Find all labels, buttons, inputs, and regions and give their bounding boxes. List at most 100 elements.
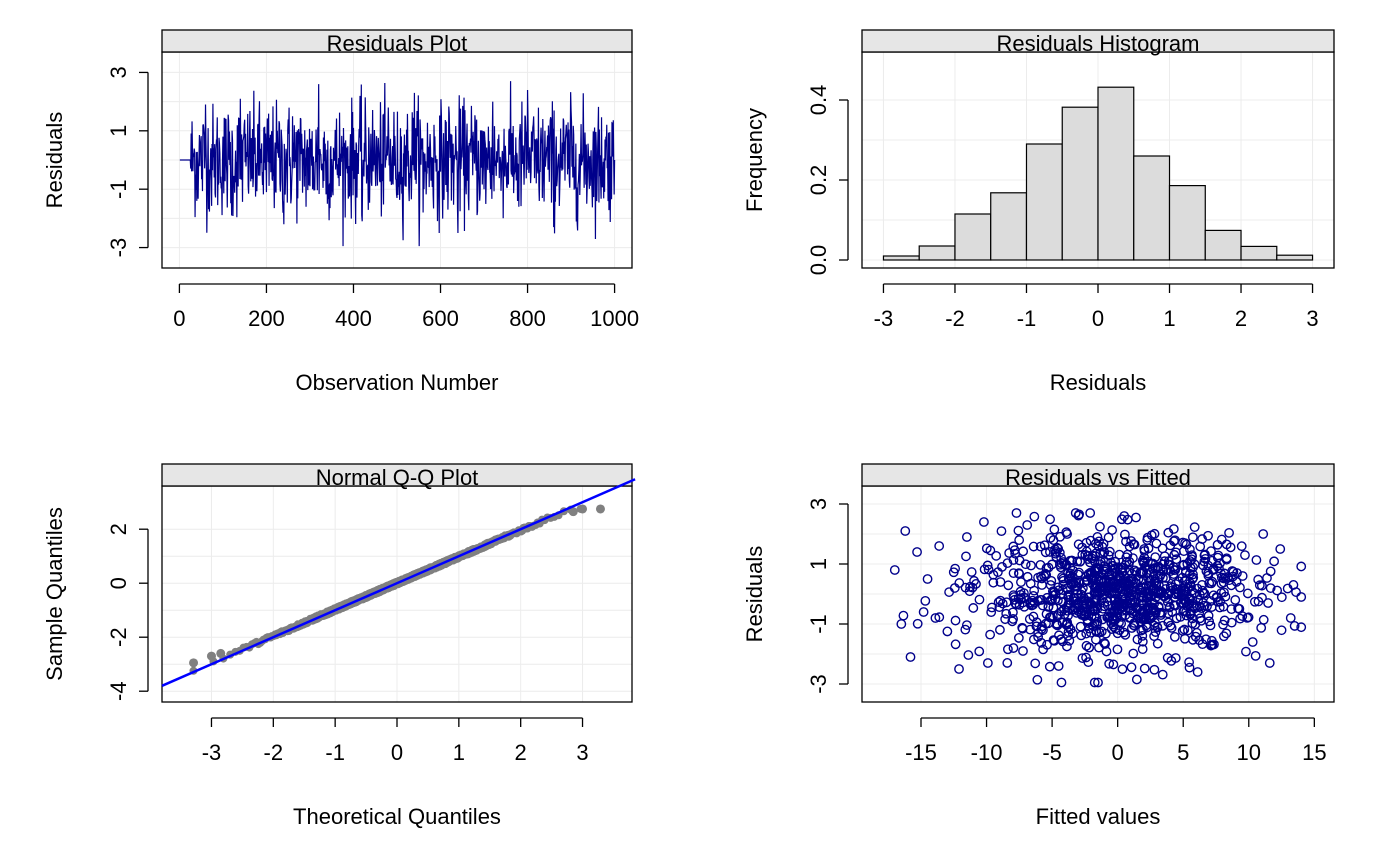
fitted-point xyxy=(994,602,1005,613)
fitted-point xyxy=(1189,588,1200,599)
histogram-bar xyxy=(990,192,1028,261)
fitted-point xyxy=(1035,559,1046,570)
fitted-point xyxy=(1039,540,1050,551)
normal-qq-panel: Normal Q-Q Plot -3 -2 -1 0 1 2 3 Theoretical Qua… xyxy=(42,463,636,829)
fitted-point xyxy=(1018,646,1028,656)
y-tick-label: -2 xyxy=(106,627,131,647)
fitted-point xyxy=(1226,617,1237,628)
y-tick-label: -3 xyxy=(106,238,131,258)
fitted-point xyxy=(954,578,965,588)
fitted-point xyxy=(995,595,1006,606)
fitted-point xyxy=(1163,608,1174,619)
fitted-point xyxy=(889,565,900,575)
fitted-point xyxy=(1173,589,1184,600)
y-axis-title: Residuals xyxy=(742,546,767,643)
fitted-point xyxy=(1276,592,1287,603)
fitted-point xyxy=(1158,559,1168,570)
y-tick-label: 0.2 xyxy=(806,165,831,196)
fitted-point xyxy=(1000,614,1011,625)
fitted-point xyxy=(1076,630,1087,641)
fitted-point xyxy=(1032,674,1043,685)
fitted-point xyxy=(905,652,916,662)
fitted-point xyxy=(1011,508,1022,518)
fitted-point xyxy=(1163,587,1174,598)
fitted-point xyxy=(1192,667,1203,677)
fitted-point xyxy=(1169,631,1180,642)
panel-title: Residuals Plot xyxy=(327,31,468,56)
residuals-series-line xyxy=(179,81,616,247)
fitted-point xyxy=(1008,590,1019,601)
fitted-point xyxy=(1051,547,1062,557)
fitted-point xyxy=(1214,563,1224,574)
fitted-point xyxy=(912,547,922,557)
fitted-point xyxy=(1291,587,1301,597)
fitted-point xyxy=(1074,578,1085,588)
fitted-point xyxy=(1031,621,1042,632)
fitted-point xyxy=(1206,546,1216,557)
fitted-point xyxy=(922,574,933,584)
fitted-point xyxy=(1095,521,1105,532)
fitted-point xyxy=(1198,598,1209,608)
fitted-point xyxy=(1076,589,1086,600)
fitted-point xyxy=(1265,566,1276,577)
fitted-point xyxy=(1135,585,1146,596)
fitted-point xyxy=(1150,586,1161,597)
fitted-point xyxy=(974,646,985,657)
x-tick-label: 5 xyxy=(1177,740,1189,765)
fitted-point xyxy=(1030,658,1041,669)
fitted-point xyxy=(1118,627,1129,638)
fitted-point xyxy=(1156,586,1167,597)
y-axis-title: Sample Quantiles xyxy=(42,507,67,681)
fitted-point xyxy=(974,594,985,605)
fitted-point xyxy=(1026,560,1036,571)
histogram-bar xyxy=(1276,254,1314,261)
fitted-point xyxy=(1119,577,1130,587)
fitted-point xyxy=(1049,524,1060,535)
fitted-point xyxy=(1092,532,1103,542)
fitted-point xyxy=(1256,622,1267,633)
x-axis-title: Theoretical Quantiles xyxy=(293,804,501,829)
fitted-point xyxy=(1087,572,1098,583)
y-tick-label: 1 xyxy=(806,558,831,570)
fitted-point xyxy=(1064,635,1075,646)
fitted-point xyxy=(996,526,1007,537)
fitted-point xyxy=(1177,572,1188,583)
fitted-point xyxy=(1129,582,1140,593)
x-tick-label: 1 xyxy=(453,740,465,765)
fitted-point xyxy=(1022,520,1033,530)
panel-title: Residuals Histogram xyxy=(997,31,1200,56)
x-tick-label: 15 xyxy=(1302,740,1326,765)
x-tick-label: 800 xyxy=(509,306,546,331)
fitted-point xyxy=(971,579,981,589)
fitted-point xyxy=(1208,564,1219,574)
fitted-point xyxy=(1033,632,1044,642)
fitted-point xyxy=(1014,535,1025,545)
y-tick-label: 0.0 xyxy=(806,245,831,276)
x-tick-label: 0 xyxy=(391,740,403,765)
x-axis-title: Fitted values xyxy=(1036,804,1161,829)
x-tick-label: 600 xyxy=(422,306,459,331)
fitted-point xyxy=(1077,549,1088,560)
fitted-point xyxy=(1119,511,1130,521)
histogram-bar xyxy=(1097,86,1135,261)
fitted-point xyxy=(1285,613,1296,623)
fitted-point xyxy=(1265,583,1276,593)
fitted-point xyxy=(1008,555,1019,565)
fitted-point xyxy=(1139,544,1150,554)
fitted-point xyxy=(1236,541,1247,552)
fitted-point xyxy=(1019,588,1029,599)
fitted-point xyxy=(1025,599,1036,610)
fitted-point xyxy=(985,545,996,556)
fitted-point xyxy=(1206,640,1216,651)
fitted-point xyxy=(1016,577,1026,588)
fitted-point xyxy=(1149,664,1160,675)
fitted-point xyxy=(1213,596,1223,607)
fitted-point xyxy=(1181,539,1192,550)
fitted-point xyxy=(1142,622,1152,633)
fitted-point xyxy=(1002,658,1013,668)
fitted-point xyxy=(1185,563,1196,573)
fitted-point xyxy=(1063,589,1074,600)
fitted-point xyxy=(1198,560,1209,571)
fitted-point xyxy=(1170,565,1181,575)
fitted-point xyxy=(1136,612,1147,623)
